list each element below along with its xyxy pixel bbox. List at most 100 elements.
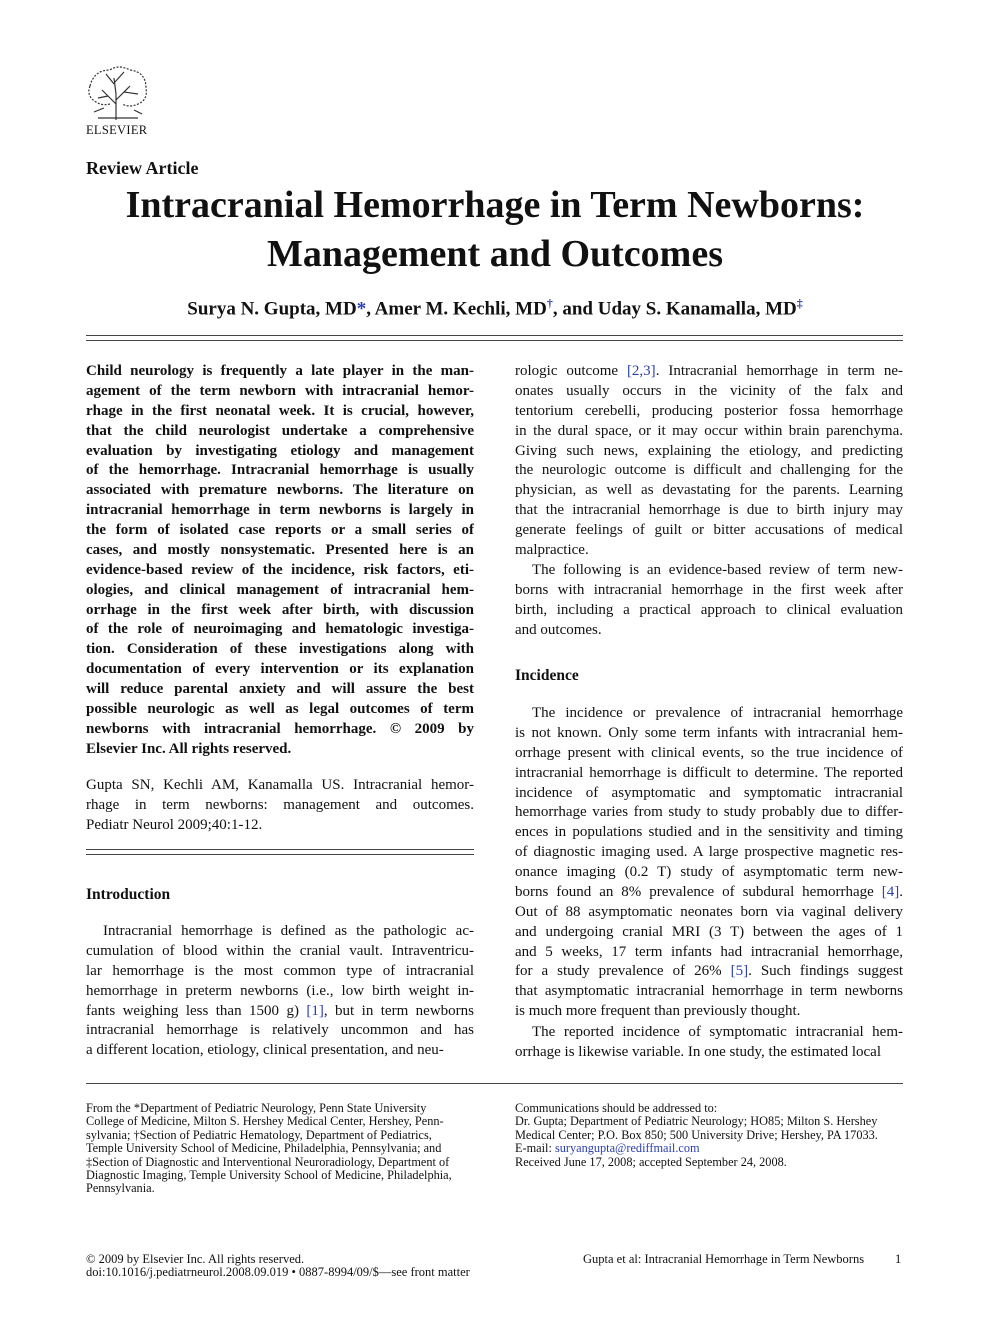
text-line: Pediatr Neurol 2009;40:1-12.	[86, 816, 263, 833]
text-line: that the intracranial hemorrhage is due …	[515, 502, 903, 519]
authors: Surya N. Gupta, MD*, Amer M. Kechli, MD†…	[0, 296, 990, 320]
text-line: the neurologic outcome is difficult and …	[515, 462, 903, 479]
text-line: of the role of neuroimaging and hematolo…	[86, 621, 474, 638]
text-line: From the *Department of Pediatric Neurol…	[86, 1101, 427, 1115]
paragraph: The incidence or prevalence of intracran…	[515, 704, 903, 1022]
text-run: . Such findings suggest	[748, 963, 903, 980]
paragraph: Intracranial hemorrhage is defined as th…	[86, 922, 474, 1061]
author-mark: ‡	[796, 296, 803, 310]
text-run: borns found an 8% prevalence of subdural…	[515, 883, 882, 900]
text-line: physician, as well as devastating for th…	[515, 482, 903, 499]
text-line: E-mail: suryangupta@rediffmail.com	[515, 1141, 915, 1156]
text-line: Received June 17, 2008; accepted Septemb…	[515, 1154, 787, 1169]
text-line: rhage in term newborns: management and o…	[86, 796, 474, 813]
text-line: rhage in the first neonatal week. It is …	[86, 402, 474, 419]
text-line: Elsevier Inc. All rights reserved.	[86, 740, 292, 757]
doi: doi:10.1016/j.pediatrneurol.2008.09.019 …	[86, 1265, 470, 1279]
author-separator: ,	[366, 298, 375, 320]
link[interactable]: [1]	[306, 1002, 324, 1019]
text-line: ologies, and clinical management of intr…	[86, 581, 474, 598]
running-head: Gupta et al: Intracranial Hemorrhage in …	[583, 1252, 865, 1266]
text-line: tion. Consideration of these investigati…	[86, 641, 474, 658]
text-line: generate feelings of guilt or bitter acc…	[515, 522, 903, 538]
text-run: , but in term newborns	[323, 1002, 474, 1019]
text-run: rologic outcome	[515, 363, 627, 379]
text-line: Diagnostic Imaging, Temple University Sc…	[86, 1167, 452, 1182]
text-run: . Intracranial hemorrhage in term ne-	[655, 363, 903, 379]
text-line: College of Medicine, Milton S. Hershey M…	[86, 1114, 444, 1129]
text-line: will reduce parental anxiety and will as…	[86, 681, 474, 697]
text-line: evidence-based review of the incidence, …	[86, 561, 474, 578]
link[interactable]: [2,3]	[626, 363, 656, 379]
text-line: Gupta SN, Kechli AM, Kanamalla US. Intra…	[86, 777, 474, 793]
rule	[86, 854, 474, 855]
text-line: orrhage present with clinical events, so…	[515, 744, 903, 761]
link[interactable]: [4]	[881, 883, 900, 900]
text-line: a different location, etiology, clinical…	[86, 1042, 444, 1059]
text-line: Giving such news, explaining the etiolog…	[515, 442, 903, 459]
abstract: Child neurology is frequently a late pla…	[86, 362, 474, 760]
text-line: cumulation of blood within the cranial v…	[86, 942, 474, 959]
title-line: Management and Outcomes	[267, 233, 723, 275]
text-line: onance imaging (0.2 T) study of asymptom…	[515, 864, 903, 880]
rule	[86, 849, 474, 850]
text-run: E-mail:	[515, 1141, 555, 1156]
text-line: The reported incidence of symptomatic in…	[532, 1024, 903, 1040]
text-line: tentorium cerebelli, producing posterior…	[515, 402, 903, 419]
text-line: Child neurology is frequently a late pla…	[86, 363, 474, 379]
text-run: .	[899, 883, 903, 900]
author-separator: , and	[552, 298, 598, 320]
author: Uday S. Kanamalla, MD	[597, 298, 797, 320]
text-line: birth, including a practical approach to…	[515, 601, 903, 618]
text-line: hemorrhage in preterm newborns (i.e., lo…	[86, 982, 474, 999]
author-mark: †	[546, 296, 553, 310]
text-line: documentation of every intervention or i…	[86, 661, 474, 678]
text-line: agement of the term newborn with intracr…	[86, 382, 474, 399]
text-line: ‡Section of Diagnostic and Interventiona…	[86, 1154, 450, 1169]
affiliations: From the *Department of Pediatric Neurol…	[86, 1101, 486, 1196]
link[interactable]: [5]	[730, 963, 749, 980]
link[interactable]: suryangupta@rediffmail.com	[554, 1141, 700, 1156]
text-line: malpractice.	[515, 541, 589, 558]
text-line: borns with intracranial hemorrhage in th…	[515, 581, 903, 598]
text-line: Pennsylvania.	[86, 1181, 155, 1196]
text-line: of the hemorrhage. Intracranial hemorrha…	[86, 462, 474, 479]
paragraph: The following is an evidence-based revie…	[515, 561, 903, 641]
text-line: newborns with intracranial hemorrhage. ©…	[86, 720, 474, 737]
text-run: fants weighing less than 1500 g)	[86, 1002, 307, 1019]
text-line: and 5 weeks, 17 term infants had intracr…	[515, 943, 903, 960]
text-line: rologic outcome [2,3]. Intracranial hemo…	[515, 362, 903, 382]
correspondence: Communications should be addressed to: Dr…	[515, 1101, 915, 1169]
text-line: cases, and mostly nonsystematic. Present…	[86, 541, 474, 558]
paragraph: The reported incidence of symptomatic in…	[515, 1023, 903, 1063]
text-run: for a study prevalence of 26%	[515, 963, 731, 980]
text-line: Medical Center; P.O. Box 850; 500 Univer…	[515, 1127, 878, 1142]
text-line: possible neurologic as well as legal out…	[86, 700, 474, 717]
author-mark: *	[356, 298, 367, 320]
text-line: hemorrhage varies from study to study pr…	[515, 804, 903, 821]
text-line: and undergoing cranial MRI (3 T) between…	[515, 923, 903, 940]
text-line: orrhage in the first week after birth, w…	[86, 601, 474, 618]
text-line: of diagnostic imaging used. A large pros…	[515, 844, 903, 861]
section-heading: Introduction	[86, 886, 171, 903]
text-line: intracranial hemorrhage in term newborns…	[86, 502, 474, 519]
text-line: Intracranial hemorrhage is defined as th…	[103, 923, 474, 939]
text-line: fants weighing less than 1500 g) [1], bu…	[86, 1002, 474, 1022]
author: Amer M. Kechli, MD	[374, 298, 547, 320]
text-line: orrhage is likewise variable. In one stu…	[515, 1043, 881, 1060]
text-line: lar hemorrhage is the most common type o…	[86, 962, 474, 979]
title-line: Intracranial Hemorrhage in Term Newborns…	[125, 184, 865, 226]
text-line: evaluation by investigating etiology and…	[86, 442, 474, 459]
text-line: is much more frequent than previously th…	[515, 1003, 801, 1020]
text-line: intracranial hemorrhage is relatively un…	[86, 1022, 474, 1039]
text-line: Out of 88 asymptomatic neonates born via…	[515, 903, 903, 920]
page-number: 1	[895, 1252, 902, 1266]
rule	[86, 340, 903, 341]
publisher-logo	[88, 66, 147, 120]
author: Surya N. Gupta, MD	[187, 298, 357, 320]
citation: Gupta SN, Kechli AM, Kanamalla US. Intra…	[86, 776, 474, 836]
text-line: in the dural space, or it may occur with…	[515, 422, 903, 439]
text-line: incidence of asymptomatic and symptomati…	[515, 784, 903, 801]
text-line: is not known. Only some term infants wit…	[515, 724, 903, 741]
